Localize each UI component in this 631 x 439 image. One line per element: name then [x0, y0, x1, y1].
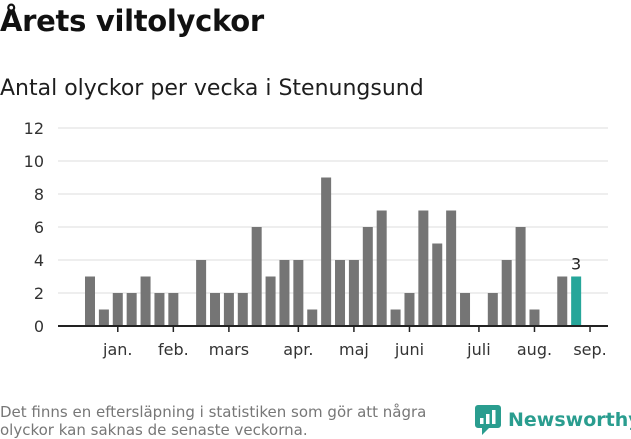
- x-tick-label: sep.: [573, 340, 606, 359]
- bar: [487, 293, 498, 326]
- bar: [210, 293, 221, 326]
- y-tick-label: 2: [34, 284, 44, 303]
- y-tick-label: 10: [24, 152, 44, 171]
- y-tick-label: 0: [34, 317, 44, 336]
- bar: [376, 210, 387, 326]
- bar: [168, 293, 179, 326]
- bar: [307, 309, 318, 326]
- y-tick-label: 8: [34, 185, 44, 204]
- newsworthy-bar-chart-icon: [475, 405, 501, 435]
- bar: [251, 227, 262, 326]
- bar: [529, 309, 540, 326]
- bar: [390, 309, 401, 326]
- bar: [362, 227, 373, 326]
- bar: [140, 276, 151, 326]
- bar: [196, 260, 207, 326]
- bar: [404, 293, 415, 326]
- y-tick-label: 12: [24, 119, 44, 138]
- x-tick-label: juni: [394, 340, 424, 359]
- bar: [126, 293, 137, 326]
- x-tick-label: feb.: [158, 340, 189, 359]
- bar: [335, 260, 346, 326]
- chart-title: Årets viltolyckor: [0, 4, 264, 38]
- y-tick-label: 4: [34, 251, 44, 270]
- chart-subtitle: Antal olyckor per vecka i Stenungsund: [0, 76, 424, 101]
- newsworthy-logo[interactable]: Newsworthy: [475, 405, 631, 439]
- x-tick-label: mars: [209, 340, 249, 359]
- bar: [515, 227, 526, 326]
- bar-chart: 0 2 4 6 8 10 12 3 jan. feb. mars apr. maj juni juli aug…: [24, 119, 608, 359]
- bar: [293, 260, 304, 326]
- bar: [501, 260, 512, 326]
- bar: [279, 260, 290, 326]
- bar: [557, 276, 568, 326]
- bar: [321, 177, 332, 326]
- x-tick-label: apr.: [283, 340, 313, 359]
- bar: [265, 276, 276, 326]
- x-tick-label: maj: [339, 340, 369, 359]
- highlight-value-label: 3: [571, 255, 581, 274]
- brand-name: Newsworthy: [508, 409, 631, 431]
- bar: [460, 293, 471, 326]
- highlighted-bar: [571, 276, 582, 326]
- footnote: Det finns en eftersläpning i statistiken…: [0, 403, 427, 439]
- bar: [418, 210, 429, 326]
- bar: [446, 210, 457, 326]
- bar: [223, 293, 234, 326]
- bar: [112, 293, 123, 326]
- bar: [432, 243, 443, 326]
- bar: [348, 260, 359, 326]
- bar: [237, 293, 248, 326]
- bar: [98, 309, 109, 326]
- bar: [154, 293, 165, 326]
- x-tick-label: jan.: [102, 340, 132, 359]
- x-tick-label: juli: [466, 340, 490, 359]
- bar: [85, 276, 95, 326]
- y-tick-label: 6: [34, 218, 44, 237]
- x-tick-label: aug.: [517, 340, 552, 359]
